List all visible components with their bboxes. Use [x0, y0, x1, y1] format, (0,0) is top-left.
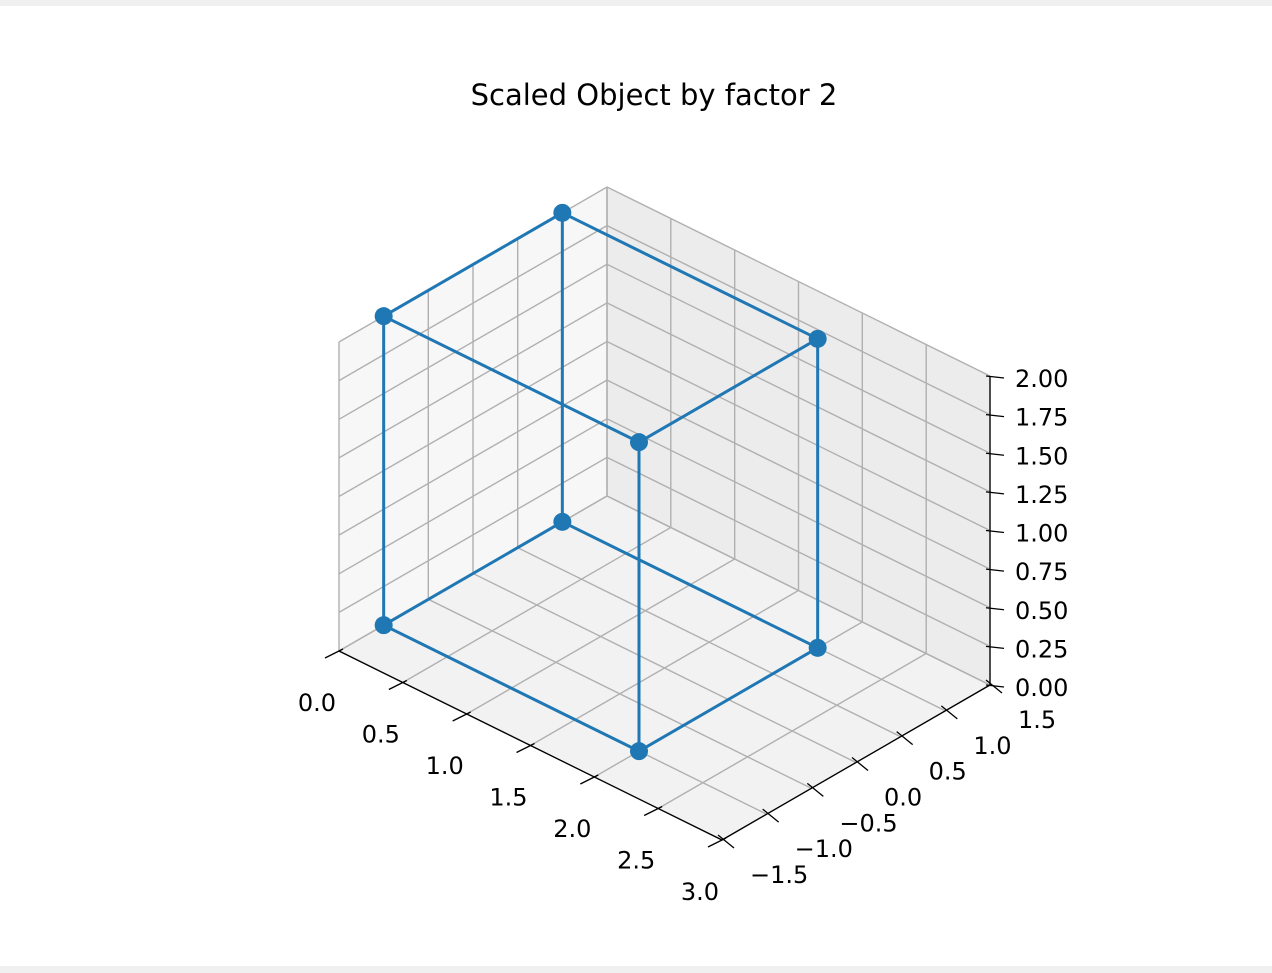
x-tick-label: 2.5: [617, 847, 655, 875]
y-tick: [896, 731, 914, 746]
x-tick: [324, 648, 344, 659]
vertex-point: [630, 433, 648, 452]
plot-canvas: Scaled Object by factor 2 0.0 0.5 1.0 1.5 2.…: [0, 6, 1272, 966]
chart-title: Scaled Object by factor 2: [471, 78, 838, 112]
z-tick: [985, 529, 1005, 534]
y-tick: [851, 756, 869, 772]
vertex-point: [553, 203, 572, 222]
x-tick-label: 1.5: [489, 784, 527, 812]
z-tick-label: 0.00: [1015, 674, 1068, 702]
grid-line-z: [338, 418, 991, 609]
y-tick-label: −1.0: [795, 835, 853, 863]
wireframe-edge: [638, 646, 819, 753]
y-tick-label: 0.5: [929, 758, 967, 786]
y-tick: [762, 808, 780, 823]
vertex-point: [553, 512, 572, 531]
z-tick-label: 1.00: [1015, 520, 1068, 548]
wireframe-edge: [383, 623, 640, 753]
z-tick-label: 0.50: [1015, 597, 1068, 625]
z-tick: [985, 645, 1005, 650]
vertex-point: [808, 638, 827, 657]
wireframe-edge: [561, 520, 819, 650]
z-tick: [985, 375, 1005, 379]
x-tick: [388, 679, 408, 691]
x-tick: [643, 805, 663, 817]
x-tick: [452, 711, 471, 722]
vertex-points: [374, 203, 827, 761]
y-axis-line: [721, 684, 991, 841]
z-tick: [985, 568, 1005, 572]
vertex-point: [808, 329, 827, 348]
x-tick-label: 2.0: [553, 815, 591, 843]
x-tick-label: 3.0: [681, 878, 719, 906]
z-tick-label: 0.25: [1015, 635, 1068, 663]
z-tick-label: 1.75: [1015, 404, 1068, 432]
wireframe-edge: [383, 314, 640, 444]
z-tick-label: 0.75: [1015, 558, 1068, 586]
grid-line-z: [338, 340, 991, 532]
y-tick: [940, 705, 958, 720]
z-tick: [985, 684, 1005, 688]
z-tick: [985, 607, 1005, 611]
y-tick-label: 0.0: [884, 784, 922, 812]
wireframe-edge: [638, 337, 819, 444]
y-tick-label: 1.5: [1018, 706, 1056, 734]
x-tick-label: 0.5: [362, 721, 400, 749]
grid-line-z: [338, 456, 991, 648]
grid-line-z: [338, 379, 991, 570]
x-tick: [580, 774, 599, 785]
grid-line-z: [338, 263, 991, 454]
z-tick: [985, 491, 1005, 495]
tick-labels: 0.00.51.01.52.02.53.0−1.5−1.0−0.50.00.51…: [298, 365, 1069, 906]
tick-marks: [324, 375, 1005, 849]
x-tick: [516, 742, 535, 754]
grid-line-z: [338, 224, 991, 416]
y-tick: [806, 782, 824, 797]
x-tick-label: 1.0: [426, 752, 464, 780]
x-tick-label: 0.0: [298, 689, 336, 717]
y-tick-label: −0.5: [839, 809, 897, 837]
chart-3d: Scaled Object by factor 2 0.00.51.01.52.…: [298, 78, 1069, 906]
vertex-point: [374, 616, 393, 635]
wireframe-edge: [382, 520, 564, 627]
wireframe-edge: [561, 211, 819, 341]
wireframe-edges: [382, 211, 820, 753]
vertex-point: [630, 742, 648, 761]
z-tick-label: 2.00: [1015, 365, 1068, 393]
grid-line-z: [338, 302, 991, 493]
z-tick-label: 1.50: [1015, 442, 1068, 470]
wireframe-edge: [382, 211, 564, 318]
y-tick: [717, 834, 735, 849]
vertex-point: [374, 307, 393, 326]
y-tick-label: 1.0: [973, 732, 1011, 760]
z-tick-label: 1.25: [1015, 481, 1068, 509]
z-tick: [985, 413, 1005, 418]
y-tick-label: −1.5: [750, 861, 808, 889]
z-tick: [985, 452, 1005, 456]
